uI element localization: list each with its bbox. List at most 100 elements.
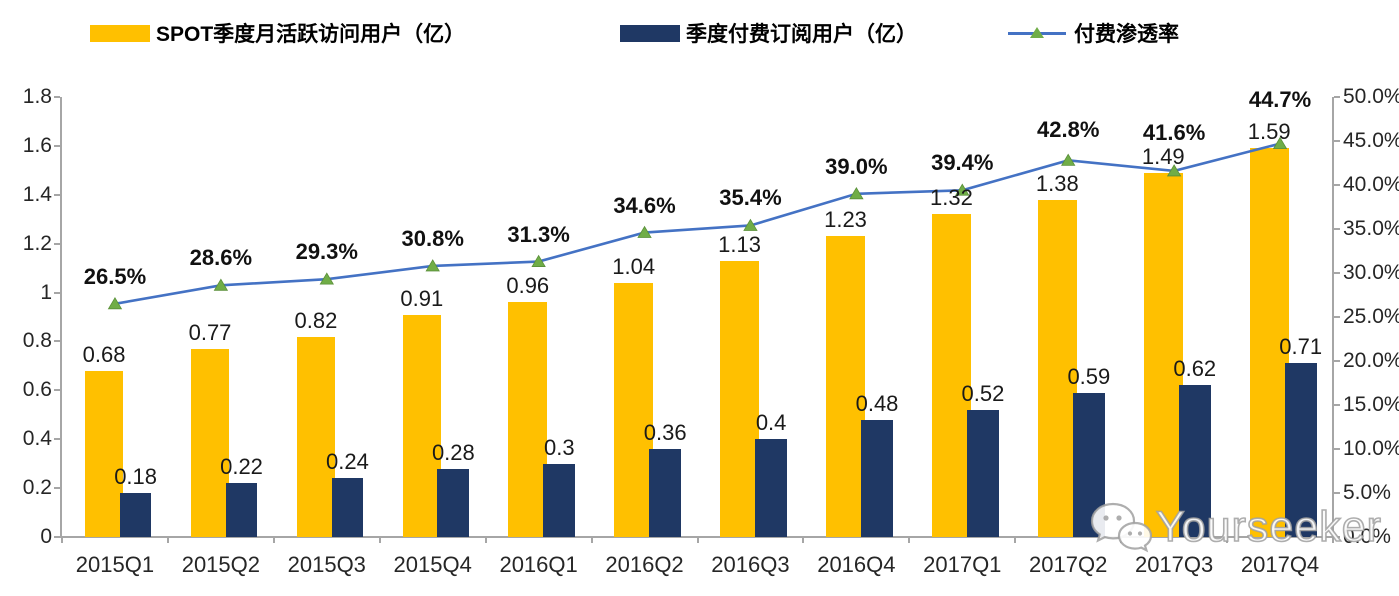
triangle-marker-icon (213, 278, 229, 291)
triangle-marker-icon (107, 297, 123, 310)
y-axis-left-label: 0.8 (22, 329, 52, 353)
x-axis-tick (484, 537, 487, 543)
bar-subscribers (543, 463, 576, 537)
triangle-marker-icon (1061, 153, 1076, 166)
penetration-percent-label: 44.7% (1248, 86, 1312, 112)
y-axis-right-tick (1334, 316, 1340, 318)
y-axis-left-label: 1.2 (22, 231, 52, 255)
y-axis-right-tick (1334, 272, 1340, 274)
y-axis-right-tick (1334, 448, 1340, 450)
legend-item-penetration: 付费渗透率 (1008, 20, 1179, 46)
bar-mau (1249, 148, 1289, 537)
subscribers-value-label: 0.71 (1279, 334, 1323, 360)
triangle-marker-icon (1030, 26, 1044, 38)
bar-subscribers (225, 483, 258, 537)
triangle-marker-icon (319, 272, 334, 285)
y-axis-left-label: 1 (40, 280, 52, 304)
y-axis-right-label: 30.0% (1343, 261, 1399, 284)
subscribers-value-label: 0.59 (1067, 363, 1111, 389)
y-axis-left-tick (54, 144, 60, 147)
line-path (114, 142, 1281, 306)
bar-subscribers (437, 468, 470, 537)
penetration-percent-label: 29.3% (295, 239, 358, 265)
x-axis-tick (61, 537, 63, 543)
wechat-icon (1090, 502, 1152, 553)
y-axis-right-label: 15.0% (1343, 393, 1399, 416)
bar-subscribers (861, 419, 893, 537)
y-axis-left-tick (54, 340, 60, 343)
subscribers-value-label: 0.62 (1173, 356, 1217, 382)
watermark: Yourseeker (1088, 498, 1382, 556)
mau-value-label: 1.38 (1035, 170, 1079, 196)
penetration-percent-label: 31.3% (507, 221, 570, 247)
x-axis-tick (802, 537, 805, 543)
y-axis-left-tick (54, 291, 60, 294)
triangle-marker-icon (1166, 164, 1182, 177)
bar-subscribers (331, 478, 364, 537)
legend-label-mau: SPOT季度月活跃访问用户（亿） (156, 23, 466, 46)
y-axis-left-line (60, 97, 62, 537)
penetration-percent-label: 39.0% (825, 153, 888, 179)
x-axis-tick (590, 537, 593, 543)
y-axis-left-tick (54, 96, 60, 98)
mau-value-label: 1.59 (1247, 119, 1291, 145)
x-axis-label: 2016Q2 (605, 552, 684, 577)
y-axis-left-label: 1.8 (22, 85, 52, 108)
x-axis-tick (272, 537, 275, 543)
y-axis-left-tick (54, 487, 60, 490)
y-axis-right-label: 25.0% (1343, 305, 1399, 328)
bar-subscribers (755, 439, 787, 537)
y-axis-left-label: 1.4 (22, 182, 52, 206)
mau-value-label: 1.49 (1141, 143, 1185, 169)
watermark-text: Yourseeker (1155, 502, 1382, 552)
mau-value-label: 1.13 (718, 231, 761, 257)
x-axis-tick (1332, 537, 1334, 543)
y-axis-right-label: 45.0% (1343, 129, 1399, 152)
triangle-marker-icon (425, 259, 440, 272)
bar-subscribers (967, 409, 999, 537)
y-axis-right-label: 35.0% (1343, 217, 1399, 240)
y-axis-right-label: 20.0% (1343, 349, 1399, 372)
bar-mau (1143, 172, 1183, 537)
y-axis-left-tick (54, 193, 60, 196)
bar-mau (84, 370, 124, 537)
penetration-percent-label: 39.4% (931, 150, 994, 176)
x-axis-label: 2017Q1 (923, 552, 1002, 577)
y-axis-left-label: 0.2 (22, 476, 52, 500)
subscribers-swatch-icon (620, 24, 680, 42)
x-axis-label: 2016Q4 (817, 552, 896, 577)
subscribers-value-label: 0.24 (326, 449, 369, 475)
x-axis-tick (1226, 537, 1229, 543)
bar-subscribers (119, 493, 152, 537)
bar-mau (296, 336, 336, 537)
x-axis-label: 2015Q4 (393, 552, 472, 577)
x-axis-label: 2015Q2 (181, 552, 260, 577)
penetration-line-icon (1008, 26, 1066, 38)
subscribers-value-label: 0.28 (431, 439, 475, 465)
x-axis-label: 2015Q3 (287, 552, 366, 577)
y-axis-right-label: 10.0% (1343, 437, 1399, 460)
x-axis-label: 2017Q2 (1029, 552, 1108, 577)
bar-subscribers (649, 449, 682, 537)
penetration-percent-label: 42.8% (1037, 117, 1100, 143)
y-axis-left-label: 0 (40, 525, 52, 548)
subscribers-value-label: 0.4 (755, 410, 787, 436)
penetration-percent-label: 35.4% (719, 185, 782, 211)
y-axis-right-label: 40.0% (1343, 173, 1399, 196)
y-axis-left-tick (54, 536, 60, 538)
y-axis-right-tick (1334, 404, 1340, 406)
bar-mau (614, 282, 653, 537)
y-axis-left-tick (54, 389, 60, 392)
y-axis-right-label: 0.0% (1343, 525, 1391, 548)
bar-mau (826, 236, 865, 537)
y-axis-right-tick (1334, 228, 1340, 230)
subscribers-value-label: 0.22 (220, 454, 263, 480)
bar-mau (402, 314, 442, 537)
x-axis-tick (1014, 537, 1017, 543)
subscribers-value-label: 0.48 (855, 390, 899, 416)
bar-mau (720, 260, 759, 537)
penetration-percent-label: 26.5% (83, 263, 147, 289)
subscribers-value-label: 0.36 (643, 420, 687, 445)
